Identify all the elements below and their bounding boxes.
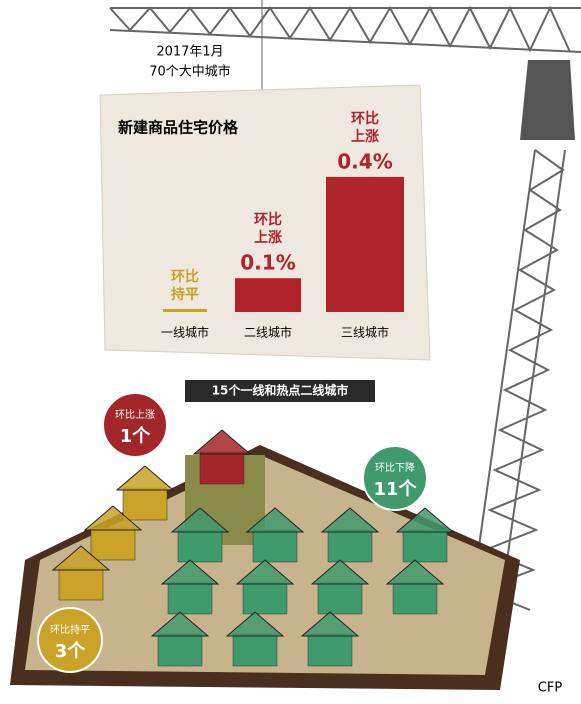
house: [177, 529, 223, 563]
roof: [300, 611, 360, 637]
bar: [326, 176, 404, 312]
roof: [225, 611, 285, 637]
bar: [163, 309, 207, 312]
value-label: 持平: [171, 286, 199, 303]
house: [58, 567, 104, 601]
chart-title: 新建商品住宅价格: [118, 119, 239, 137]
roof: [395, 507, 455, 533]
value-label: 环比: [351, 110, 379, 127]
bubble: [37, 607, 103, 673]
roof: [192, 429, 252, 455]
bubble: [362, 445, 428, 511]
chart-title: 15个一线和热点二线城市: [212, 383, 349, 398]
roof: [51, 545, 111, 571]
value-label: 环比: [171, 268, 199, 285]
house-group: [150, 507, 455, 667]
value-label: 0.1%: [240, 251, 295, 275]
crane-head: [520, 60, 575, 140]
house: [242, 581, 288, 615]
roof: [320, 507, 380, 533]
annotation: 2017年1月: [156, 45, 223, 60]
roof: [170, 507, 230, 533]
house: [90, 527, 136, 561]
value-label: 环比: [254, 211, 282, 228]
house: [157, 633, 203, 667]
house: [392, 581, 438, 615]
house-group: [51, 465, 175, 601]
roof: [115, 465, 175, 491]
roof: [150, 611, 210, 637]
annotation: 70个大中城市: [149, 64, 231, 80]
value-label: 0.4%: [337, 149, 392, 173]
house: [317, 581, 363, 615]
house: [307, 633, 353, 667]
value-label: 1个: [120, 425, 152, 447]
bar: [235, 278, 301, 312]
value-label: 11个: [373, 478, 417, 500]
house: [402, 529, 448, 563]
bubble-label: 环比上涨: [115, 409, 155, 421]
value-label: 3个: [55, 640, 87, 662]
roof: [160, 559, 220, 585]
roof: [83, 505, 143, 531]
title-box: [185, 380, 375, 402]
house: [252, 529, 298, 563]
house: [199, 451, 245, 485]
crane: [109, 0, 581, 611]
bubble-label: 环比持平: [50, 623, 90, 636]
value-label: 上涨: [351, 129, 379, 145]
house: [232, 633, 278, 667]
value-label: 上涨: [254, 230, 282, 246]
roof: [235, 559, 295, 585]
bubble: [102, 392, 168, 458]
roof: [385, 559, 445, 585]
house-group: [192, 429, 252, 485]
roof: [245, 507, 305, 533]
house: [122, 487, 168, 521]
bubble-label: 环比下降: [375, 461, 415, 474]
source: CFP: [538, 681, 563, 696]
roof: [310, 559, 370, 585]
house: [167, 581, 213, 615]
x-tick-label: 三线城市: [341, 325, 389, 340]
x-tick-label: 二线城市: [244, 325, 292, 340]
x-tick-label: 一线城市: [161, 325, 209, 340]
house: [327, 529, 373, 563]
